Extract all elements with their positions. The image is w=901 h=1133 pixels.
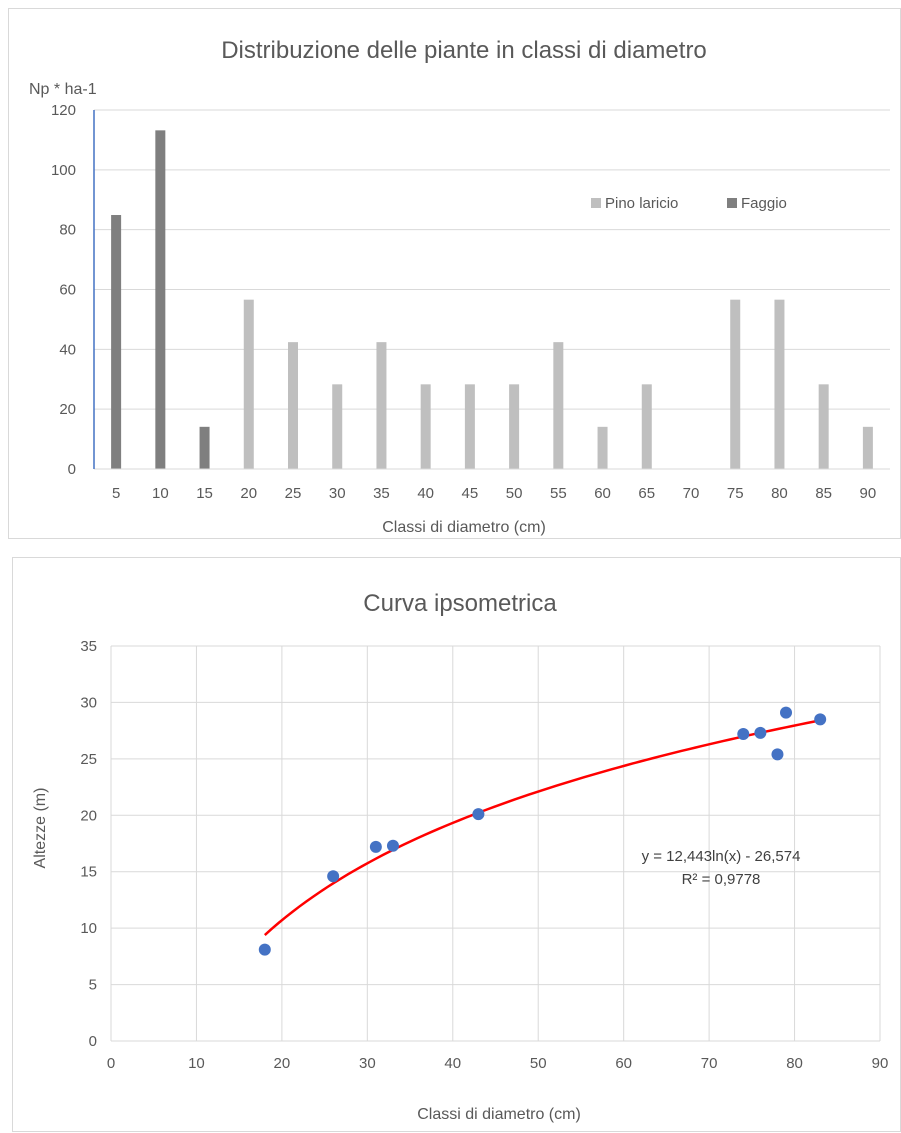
chart-title: Curva ipsometrica: [363, 590, 557, 617]
x-tick-label: 0: [107, 1055, 115, 1072]
x-tick-label: 50: [530, 1055, 547, 1072]
y-tick-label: 40: [59, 341, 76, 358]
x-tick-label: 80: [786, 1055, 803, 1072]
chart-panel-hypsometric-curve: Curva ipsometrica Classi di diametro (cm…: [12, 557, 901, 1132]
x-tick-label: 25: [285, 485, 302, 502]
x-tick-label: 5: [112, 485, 120, 502]
y-tick-label: 25: [80, 751, 97, 768]
data-point: [754, 726, 767, 739]
bar-pino-laricio: [243, 299, 254, 469]
x-tick-label: 20: [274, 1055, 291, 1072]
data-point: [771, 748, 784, 761]
trendline: [263, 719, 821, 936]
y-axis-label: Np * ha-1: [29, 81, 97, 98]
data-point: [472, 808, 485, 821]
x-tick-label: 90: [872, 1055, 889, 1072]
y-tick-label: 120: [51, 102, 76, 119]
bar-pino-laricio: [376, 342, 387, 469]
y-tick-label: 30: [80, 694, 97, 711]
bar-pino-laricio: [509, 384, 520, 469]
bar-pino-laricio: [288, 342, 298, 469]
legend-label: Faggio: [741, 195, 787, 212]
x-tick-label: 60: [615, 1055, 632, 1072]
bar-faggio: [111, 215, 122, 469]
legend-label: Pino laricio: [605, 195, 678, 212]
x-tick-label: 40: [444, 1055, 461, 1072]
x-tick-label: 50: [506, 485, 523, 502]
legend-swatch: [591, 198, 601, 208]
x-axis-label: Classi di diametro (cm): [417, 1106, 581, 1123]
x-tick-label: 60: [594, 485, 611, 502]
data-point: [258, 943, 271, 956]
x-tick-label: 80: [771, 485, 788, 502]
data-point: [386, 839, 399, 852]
bar-pino-laricio: [420, 384, 431, 469]
x-tick-label: 75: [727, 485, 744, 502]
bar-pino-laricio: [818, 384, 829, 469]
legend-swatch: [727, 198, 737, 208]
x-tick-label: 10: [188, 1055, 205, 1072]
x-tick-label: 40: [417, 485, 434, 502]
trendline-equation: y = 12,443ln(x) - 26,574: [642, 848, 801, 865]
y-tick-label: 0: [89, 1033, 97, 1050]
data-point: [327, 870, 340, 883]
bar-pino-laricio: [641, 384, 652, 469]
x-tick-label: 15: [196, 485, 213, 502]
y-tick-label: 5: [89, 977, 97, 994]
bar-pino-laricio: [774, 299, 785, 469]
data-point: [780, 706, 793, 719]
y-tick-label: 80: [59, 222, 76, 239]
data-point: [737, 728, 750, 741]
x-tick-label: 65: [638, 485, 655, 502]
x-tick-label: 85: [815, 485, 832, 502]
x-tick-label: 30: [359, 1055, 376, 1072]
y-tick-label: 60: [59, 282, 76, 299]
bar-pino-laricio: [730, 299, 741, 469]
x-tick-label: 35: [373, 485, 390, 502]
chart-panel-diameter-distribution: Distribuzione delle piante in classi di …: [8, 8, 901, 539]
bar-pino-laricio: [597, 426, 608, 469]
trendline-r-squared: R² = 0,9778: [682, 871, 761, 888]
bar-pino-laricio: [332, 384, 343, 469]
y-tick-label: 100: [51, 162, 76, 179]
bar-chart: Distribuzione delle piante in classi di …: [29, 37, 890, 536]
bar-faggio: [199, 426, 210, 469]
y-tick-label: 20: [80, 807, 97, 824]
bar-pino-laricio: [553, 342, 564, 469]
x-tick-label: 10: [152, 485, 169, 502]
scatter-chart: Curva ipsometrica Classi di diametro (cm…: [32, 590, 889, 1123]
y-axis-label: Altezze (m): [32, 788, 49, 869]
x-axis-label: Classi di diametro (cm): [382, 519, 546, 536]
data-point: [814, 713, 827, 726]
bar-pino-laricio: [862, 426, 873, 469]
data-point: [369, 840, 382, 853]
x-tick-label: 90: [860, 485, 877, 502]
y-tick-label: 20: [59, 401, 76, 418]
x-tick-label: 20: [240, 485, 257, 502]
x-tick-label: 70: [683, 485, 700, 502]
y-tick-label: 35: [80, 638, 97, 655]
bar-pino-laricio: [464, 384, 475, 469]
bar-faggio: [155, 130, 166, 469]
y-tick-label: 0: [68, 461, 76, 478]
x-tick-label: 30: [329, 485, 346, 502]
chart-title: Distribuzione delle piante in classi di …: [221, 37, 707, 64]
x-tick-label: 55: [550, 485, 567, 502]
y-tick-label: 15: [80, 864, 97, 881]
x-tick-label: 70: [701, 1055, 718, 1072]
x-tick-label: 45: [462, 485, 479, 502]
y-tick-label: 10: [80, 920, 97, 937]
